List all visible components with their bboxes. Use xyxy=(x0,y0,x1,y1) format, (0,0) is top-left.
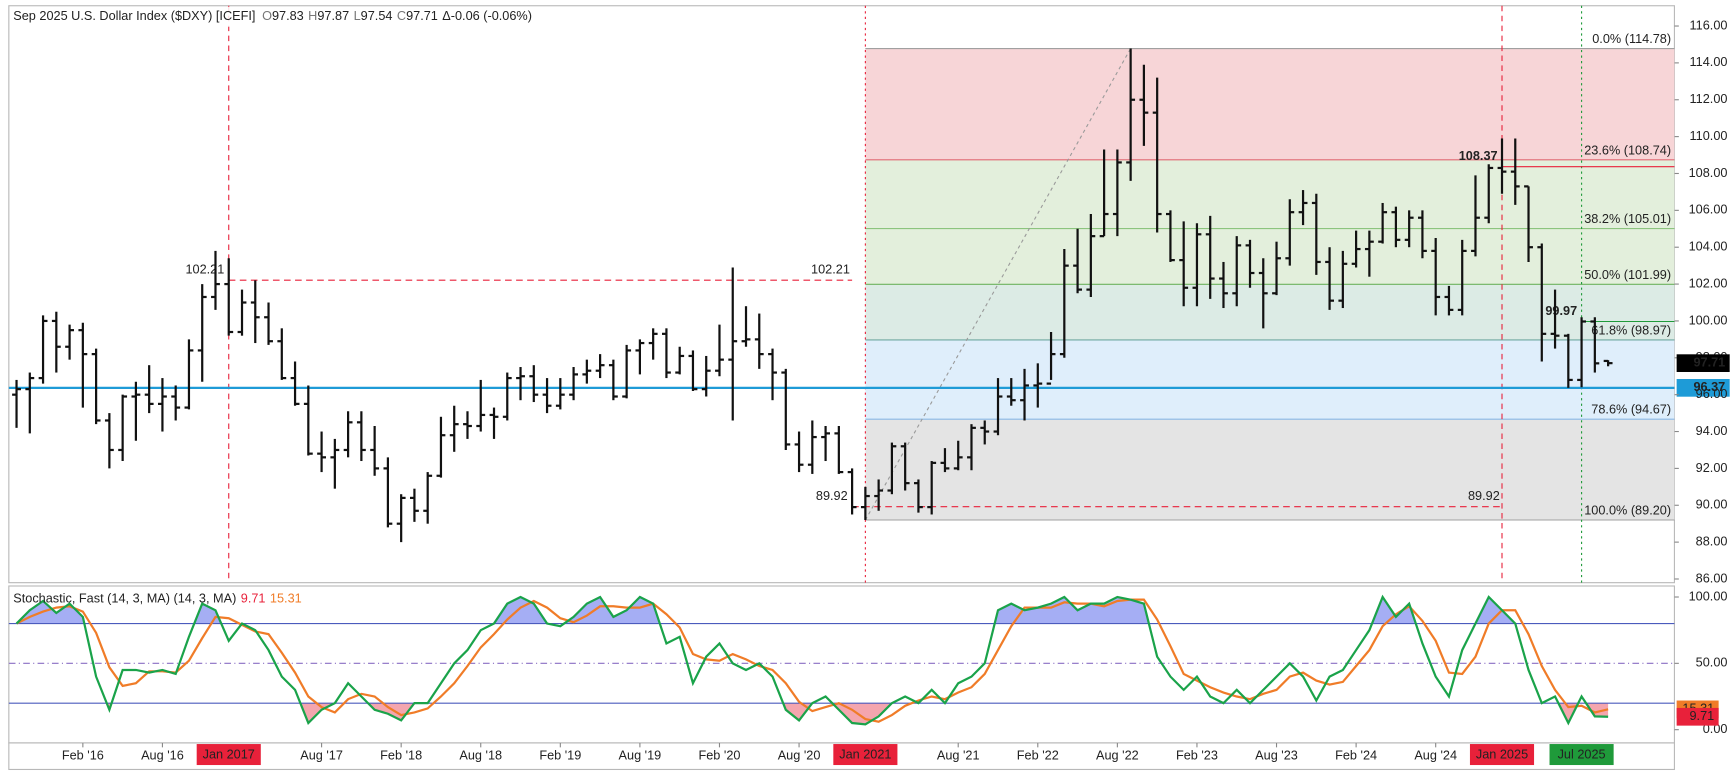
level-label: 99.97 xyxy=(1545,303,1577,318)
marker-label: Jan 2021 xyxy=(839,746,891,761)
marker-box xyxy=(833,744,898,766)
last-price-box xyxy=(1676,354,1730,372)
x-tick-label: Aug '17 xyxy=(300,748,343,763)
y-tick-label: 100.00 xyxy=(1689,588,1728,603)
ohlc-value: 97.71 xyxy=(406,8,438,23)
y-tick-label: 112.00 xyxy=(1690,91,1728,106)
level-label: 108.37 xyxy=(1459,148,1498,163)
ohlc-value: 97.54 xyxy=(361,8,393,23)
stoch-title: Stochastic, Fast (14, 3, MA) (14, 3, MA)… xyxy=(13,591,301,606)
y-tick-label: 106.00 xyxy=(1689,202,1728,217)
y-tick-label: 94.00 xyxy=(1696,423,1728,438)
x-tick-label: Feb '16 xyxy=(62,748,104,763)
ohlc-key: H xyxy=(308,8,317,23)
stoch-line xyxy=(15,594,1609,726)
fib-zone xyxy=(865,48,1675,160)
level-label: 102.21 xyxy=(811,262,850,277)
x-tick-label: Feb '24 xyxy=(1335,748,1377,763)
x-axis: Feb '16 Aug '16 Aug '17 Feb '18 Aug '18 Feb '… xyxy=(8,742,1675,771)
change-label: Δ-0.06 (-0.06%) xyxy=(442,8,532,23)
ohlc-value: 97.83 xyxy=(272,8,304,23)
ohlc-key: O xyxy=(262,8,272,23)
x-axis-frame xyxy=(8,742,1675,771)
level-label: 102.21 xyxy=(185,262,224,277)
stoch-value: 15.31 xyxy=(270,591,302,606)
y-tick-label: 104.00 xyxy=(1689,239,1728,254)
y-tick-label: 92.00 xyxy=(1696,460,1728,475)
fib-label: 23.6% (108.74) xyxy=(1584,142,1671,157)
fib-label: 50.0% (101.99) xyxy=(1584,267,1671,282)
marker-box xyxy=(196,744,261,766)
y-tick-label: 90.00 xyxy=(1696,497,1728,512)
fib-label: 0.0% (114.78) xyxy=(1592,31,1671,46)
value-box-label: 9.71 xyxy=(1689,708,1714,723)
fib-zone xyxy=(865,339,1675,420)
x-tick-label: Aug '18 xyxy=(459,748,502,763)
marker-label: Jan 2017 xyxy=(203,746,255,761)
ohlc-key: L xyxy=(354,8,361,23)
fib-label: 38.2% (105.01) xyxy=(1584,211,1671,226)
y-tick-label: 100.00 xyxy=(1689,312,1728,327)
x-tick-label: Aug '20 xyxy=(778,748,821,763)
y-tick-label: 102.00 xyxy=(1689,275,1728,290)
axis-box-label: 96.37 xyxy=(1693,379,1725,394)
ohlc-key: C xyxy=(397,8,406,23)
x-tick-label: Feb '18 xyxy=(380,748,422,763)
y-tick-label: 96.00 xyxy=(1696,386,1728,401)
x-tick-label: Aug '19 xyxy=(619,748,662,763)
axis-box xyxy=(1676,379,1730,397)
y-tick-label: 114.00 xyxy=(1690,54,1728,69)
x-tick-label: Feb '23 xyxy=(1176,748,1218,763)
fib-zone xyxy=(865,419,1675,521)
level-label: 89.92 xyxy=(1468,488,1500,503)
x-tick-label: Aug '16 xyxy=(141,748,184,763)
fib-zone xyxy=(865,284,1675,340)
x-tick-label: Feb '20 xyxy=(698,748,740,763)
fib-zone xyxy=(865,159,1675,229)
y-tick-label: 110.00 xyxy=(1690,128,1728,143)
x-tick-label: Feb '19 xyxy=(539,748,581,763)
y-tick-label: 116.00 xyxy=(1690,17,1728,32)
header-bg xyxy=(9,6,607,27)
y-tick-label: 86.00 xyxy=(1696,570,1728,585)
x-tick-label: Feb '22 xyxy=(1017,748,1059,763)
y-tick-label: 50.00 xyxy=(1696,655,1728,670)
y-tick-label: 88.00 xyxy=(1696,533,1728,548)
stoch-line xyxy=(16,598,1609,723)
fib-label: 61.8% (98.97) xyxy=(1591,322,1671,337)
fib-label: 78.6% (94.67) xyxy=(1591,402,1671,417)
last-price-label: 97.71 xyxy=(1693,355,1725,370)
marker-box xyxy=(1549,744,1614,766)
fib-label: 100.0% (89.20) xyxy=(1584,503,1671,518)
marker-label: Jan 2025 xyxy=(1476,746,1528,761)
header: Sep 2025 U.S. Dollar Index ($DXY) [ICEFI… xyxy=(13,8,532,23)
price-panel: 0.0% (114.78) 23.6% (108.74) 38.2% (105.01… xyxy=(8,5,1730,585)
stoch-name: Stochastic, Fast (14, 3, MA) (14, 3, MA) xyxy=(13,591,236,606)
ohlc-value: 97.87 xyxy=(317,8,349,23)
y-tick-label: 108.00 xyxy=(1689,165,1728,180)
x-tick-label: Aug '24 xyxy=(1414,748,1457,763)
x-tick-label: Aug '23 xyxy=(1255,748,1298,763)
level-label: 89.92 xyxy=(816,488,848,503)
x-tick-label: Aug '21 xyxy=(937,748,980,763)
marker-label: Jul 2025 xyxy=(1558,746,1606,761)
marker-box xyxy=(1469,744,1535,766)
value-box xyxy=(1676,707,1719,726)
x-tick-label: Aug '22 xyxy=(1096,748,1139,763)
stoch-value: 9.71 xyxy=(241,591,266,606)
chart-title: Sep 2025 U.S. Dollar Index ($DXY) [ICEFI… xyxy=(13,8,255,23)
fib-zone xyxy=(865,228,1675,285)
